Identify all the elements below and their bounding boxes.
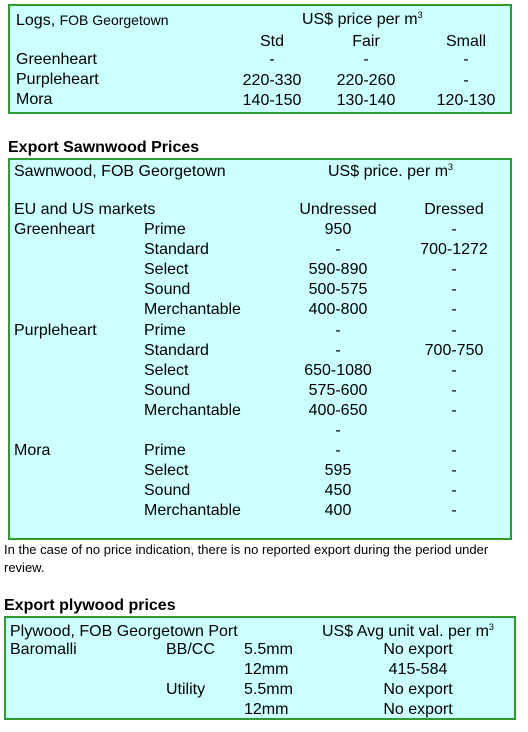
logs-cell: 120-130 [436,92,496,109]
dressed-price: 700-1272 [420,241,488,259]
logs-title: Logs, FOB Georgetown [16,12,169,29]
dressed-price: - [451,401,457,419]
dressed-price: - [451,361,457,379]
col-dressed: Dressed [424,201,484,218]
grade-label: Merchantable [144,301,241,319]
undressed-price: - [335,241,341,259]
sawnwood-price-table: Sawnwood, FOB Georgetown US$ price. per … [8,158,512,540]
undressed-price: - [335,321,341,339]
dressed-price: - [451,442,457,460]
grade-label: Select [144,261,189,279]
plywood-value: No export [383,681,453,698]
logs-col-fair: Fair [352,33,380,50]
logs-row-name: Mora [16,91,53,108]
plywood-size: 5.5mm [244,681,293,698]
plywood-price-table: Plywood, FOB Georgetown Port US$ Avg uni… [4,616,516,720]
undressed-price: 500-575 [308,281,368,299]
grade-label: Standard [144,241,209,259]
logs-row-name: Purpleheart [16,71,99,88]
plywood-price-label: US$ Avg unit val. per m3 [322,622,494,641]
plywood-value: No export [383,701,453,718]
species-label: Greenheart [14,221,95,238]
dressed-price: - [451,381,457,399]
logs-cell: - [269,51,275,68]
logs-cell: 220-260 [336,72,396,89]
logs-cell: - [463,51,469,68]
logs-price-table: Logs, FOB Georgetown US$ price per m3 St… [8,4,512,114]
dressed-price: - [451,502,457,520]
undressed-price: 400 [324,502,352,520]
grade-label: Prime [144,221,186,238]
plywood-size: 5.5mm [244,641,293,658]
plywood-value: 415-584 [388,661,448,678]
dressed-price: - [451,301,457,319]
logs-cell: 130-140 [336,92,396,109]
dressed-price: - [451,261,457,279]
grade-label: Sound [144,482,191,500]
plywood-title: Plywood, FOB Georgetown Port [10,623,238,640]
undressed-price: 595 [324,462,352,480]
undressed-price: 650-1080 [304,361,372,379]
undressed-price: 950 [324,221,352,238]
dressed-price: - [451,482,457,500]
logs-cell: - [463,72,469,89]
plywood-size: 12mm [244,661,289,678]
plywood-size: 12mm [244,701,289,718]
logs-col-std: Std [259,33,284,50]
logs-price-label: US$ price per m3 [302,10,423,29]
dressed-price: - [451,462,457,480]
logs-row-name: Greenheart [16,51,97,68]
undressed-price: - [335,422,341,439]
logs-cell: - [363,51,369,68]
undressed-price: 575-600 [308,381,368,399]
grade-label: Prime [144,321,186,339]
grade-label: Sound [144,381,191,399]
logs-cell: 140-150 [242,92,302,109]
grade-label: Merchantable [144,401,241,419]
undressed-price: 590-890 [308,261,368,279]
col-undressed: Undressed [299,201,377,218]
sawnwood-price-label: US$ price. per m3 [328,162,454,181]
undressed-price: 450 [324,482,352,500]
dressed-price: - [451,221,457,238]
undressed-price: - [335,442,341,460]
plywood-value: No export [383,641,453,658]
undressed-price: 400-650 [308,401,368,419]
grade-label: Standard [144,341,209,359]
grade-label: Sound [144,281,191,299]
species-label: Purpleheart [14,321,97,339]
plywood-grade: Utility [166,681,206,698]
undressed-price: - [335,341,341,359]
grade-label: Select [144,361,189,379]
species-label: Mora [14,442,51,460]
dressed-price: 700-750 [424,341,484,359]
sawnwood-heading: Export Sawnwood Prices [8,139,200,156]
logs-col-small: Small [445,33,486,50]
dressed-price: - [451,321,457,339]
plywood-heading: Export plywood prices [4,597,176,614]
grade-label: Prime [144,442,186,460]
grade-label: Select [144,462,189,480]
sawnwood-title: Sawnwood, FOB Georgetown [14,163,226,180]
logs-cell: 220-330 [242,72,302,89]
no-price-note: In the case of no price indication, ther… [4,542,489,575]
market-label: EU and US markets [14,201,156,218]
grade-label: Merchantable [144,502,241,520]
plywood-species: Baromalli [10,641,77,658]
dressed-price: - [451,281,457,299]
plywood-grade: BB/CC [166,641,215,658]
undressed-price: 400-800 [308,301,368,319]
